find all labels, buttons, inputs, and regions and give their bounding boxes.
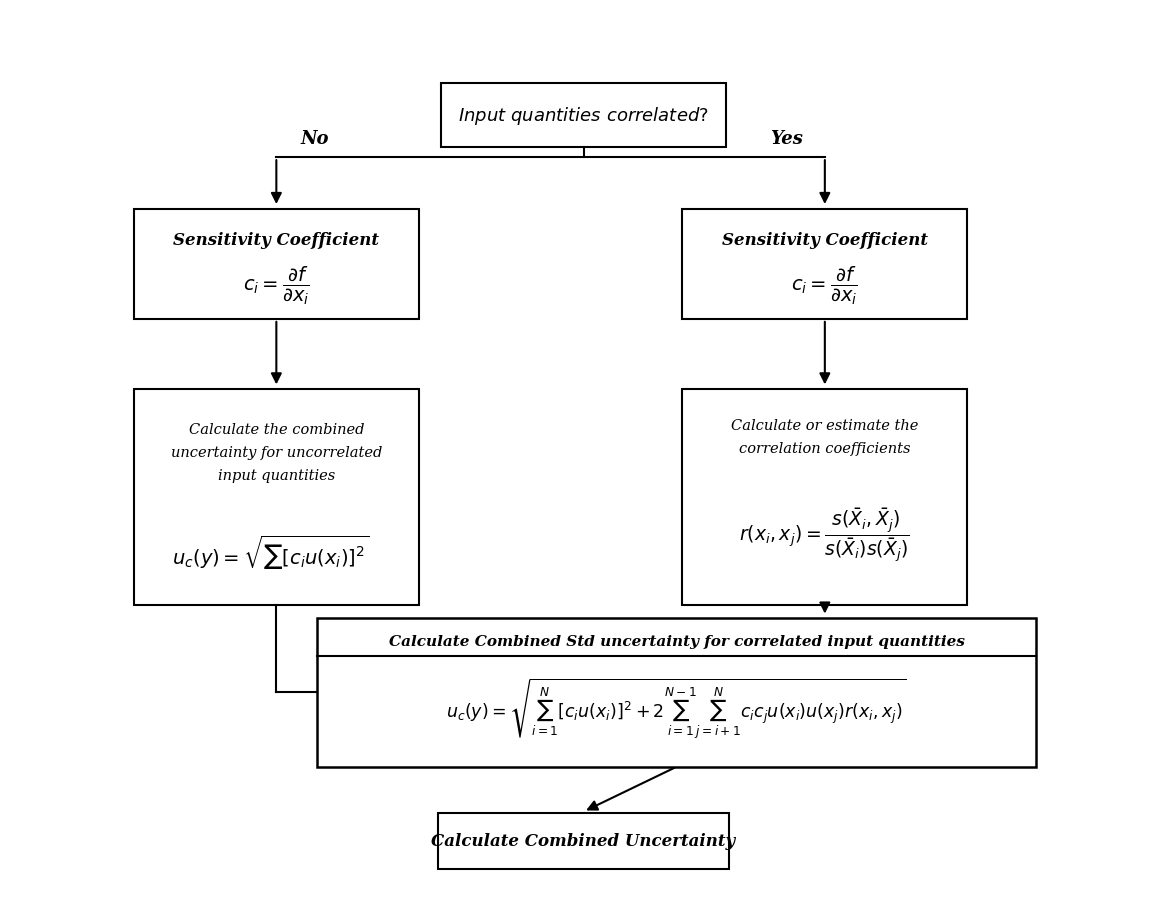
Text: Yes: Yes — [770, 130, 803, 148]
Text: uncertainty for uncorrelated: uncertainty for uncorrelated — [170, 446, 382, 460]
Text: Calculate the combined: Calculate the combined — [189, 423, 364, 437]
Bar — [441, 84, 726, 148]
Bar — [134, 390, 419, 606]
Text: Sensitivity Coefficient: Sensitivity Coefficient — [722, 232, 928, 249]
Text: input quantities: input quantities — [218, 469, 335, 483]
Text: No: No — [300, 130, 329, 148]
Text: Calculate Combined Uncertainty: Calculate Combined Uncertainty — [432, 833, 735, 850]
Text: $\mathit{Input\ quantities\ correlated?}$: $\mathit{Input\ quantities\ correlated?}… — [459, 106, 708, 127]
Text: Calculate or estimate the: Calculate or estimate the — [732, 419, 918, 433]
Text: $u_c(y) = \sqrt{\sum_{i=1}^{N}[c_i u(x_i)]^2 + 2\sum_{i=1}^{N-1}\sum_{j=i+1}^{N}: $u_c(y) = \sqrt{\sum_{i=1}^{N}[c_i u(x_i… — [447, 676, 907, 741]
Bar — [134, 209, 419, 319]
Text: $r(x_{i},x_j) = \dfrac{s(\bar{X}_i,\bar{X}_j)}{s(\bar{X}_i)s(\bar{X}_j)}$: $r(x_{i},x_j) = \dfrac{s(\bar{X}_i,\bar{… — [740, 507, 910, 565]
Text: Sensitivity Coefficient: Sensitivity Coefficient — [174, 232, 379, 249]
Text: $c_i = \dfrac{\partial f}{\partial x_i}$: $c_i = \dfrac{\partial f}{\partial x_i}$ — [791, 264, 858, 307]
Bar — [317, 619, 1036, 767]
Bar — [683, 209, 967, 319]
Text: Calculate Combined Std uncertainty for correlated input quantities: Calculate Combined Std uncertainty for c… — [389, 635, 965, 649]
Bar — [683, 390, 967, 606]
Text: correlation coefficients: correlation coefficients — [739, 441, 910, 456]
Bar — [438, 814, 729, 869]
Text: $u_c(y) = \sqrt{\sum[c_i u(x_i)]^2}$: $u_c(y) = \sqrt{\sum[c_i u(x_i)]^2}$ — [173, 534, 370, 572]
Text: $c_i = \dfrac{\partial f}{\partial x_i}$: $c_i = \dfrac{\partial f}{\partial x_i}$ — [243, 264, 309, 307]
